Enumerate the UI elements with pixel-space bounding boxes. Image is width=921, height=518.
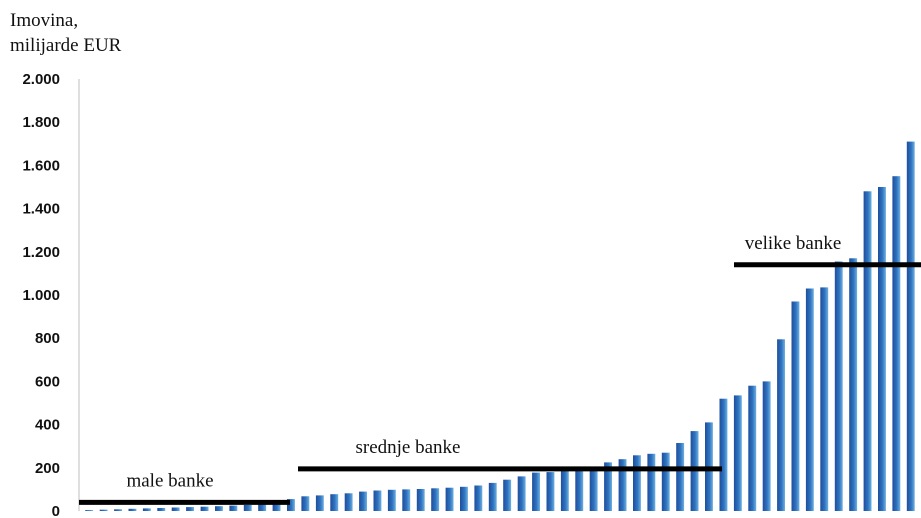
bar — [676, 443, 685, 511]
bars — [85, 141, 915, 512]
bar — [517, 476, 526, 511]
bar — [460, 486, 468, 511]
y-tick-label: 2.000 — [22, 71, 60, 88]
y-tick-label: 800 — [35, 330, 60, 347]
bar — [849, 258, 858, 511]
bar — [114, 509, 122, 511]
bar — [633, 455, 641, 511]
bar — [820, 287, 829, 511]
bar — [330, 494, 339, 511]
bar — [373, 490, 382, 511]
bar — [661, 452, 670, 511]
bar — [546, 472, 555, 511]
bar — [402, 489, 411, 511]
bar — [215, 506, 223, 511]
bar — [618, 459, 627, 511]
segment-label: male banke — [126, 470, 213, 491]
y-axis-label: Imovina, milijarde EUR — [10, 8, 121, 58]
bar — [604, 462, 612, 511]
bar — [834, 261, 843, 511]
bar — [258, 503, 267, 511]
bar — [906, 141, 915, 511]
segment-label: srednje banke — [356, 437, 461, 458]
y-tick-label: 0 — [52, 503, 60, 518]
bar — [229, 505, 238, 511]
bar — [387, 489, 396, 511]
bar — [243, 505, 252, 511]
bar — [777, 339, 785, 511]
bar — [142, 508, 151, 511]
bar — [416, 489, 425, 511]
y-axis-label-line-1: Imovina, — [10, 10, 79, 31]
y-axis: 0 200 400 600 800 1.000 1.200 1.400 1.600 1.800 2.… — [22, 71, 80, 518]
y-tick-label: 1.000 — [22, 287, 60, 304]
bar — [315, 495, 324, 511]
bar — [186, 507, 194, 511]
bar — [488, 482, 497, 511]
bar — [171, 507, 180, 511]
bar — [474, 485, 483, 511]
bar — [503, 479, 512, 511]
y-tick-label: 200 — [35, 460, 60, 477]
bar — [532, 472, 540, 511]
bar — [200, 506, 209, 511]
bar — [301, 496, 310, 511]
segment-label: velike banke — [745, 233, 842, 254]
bar — [344, 493, 353, 511]
y-tick-label: 1.400 — [22, 201, 60, 218]
y-tick-label: 1.800 — [22, 114, 60, 131]
bar — [272, 500, 281, 511]
bar — [647, 453, 656, 511]
bar — [359, 491, 367, 511]
y-tick-label: 600 — [35, 373, 60, 390]
bar — [733, 395, 742, 511]
bar — [762, 381, 771, 511]
bar — [791, 301, 800, 511]
bar — [589, 466, 598, 511]
bar — [878, 187, 886, 511]
bar — [157, 508, 166, 511]
bar — [128, 508, 137, 511]
segment-lines: male banke srednje banke velike banke — [79, 233, 921, 505]
bar — [287, 499, 295, 511]
y-tick-label: 1.200 — [22, 244, 60, 261]
bar — [575, 470, 584, 511]
y-axis-label-line-2: milijarde EUR — [10, 35, 122, 56]
bar — [445, 487, 454, 511]
bar — [99, 509, 108, 511]
bar — [719, 398, 728, 511]
bar — [892, 176, 901, 511]
bar — [863, 191, 872, 512]
bar — [748, 385, 757, 511]
bar — [85, 510, 94, 511]
y-tick-label: 1.600 — [22, 157, 60, 174]
bar — [560, 471, 569, 511]
y-tick-label: 400 — [35, 417, 60, 434]
bar — [431, 488, 440, 511]
bar — [805, 288, 814, 511]
